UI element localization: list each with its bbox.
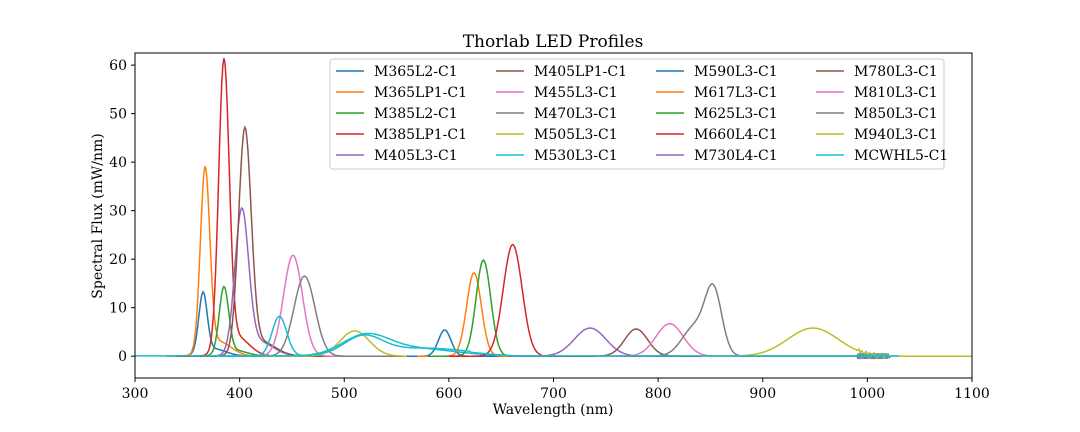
legend-entry-m617l3-c1: M617L3-C1 bbox=[656, 85, 778, 101]
legend-entry-m385l2-c1: M385L2-C1 bbox=[336, 106, 458, 122]
y-tick-label-0: 0 bbox=[118, 349, 127, 365]
legend-entry-m660l4-c1: M660L4-C1 bbox=[656, 127, 778, 143]
legend-label: M625L3-C1 bbox=[694, 106, 778, 122]
y-tick-label-30: 30 bbox=[109, 204, 127, 220]
legend: M365L2-C1 M365LP1-C1 M385L2-C1 M385LP1-C1 M4… bbox=[329, 58, 948, 170]
x-tick-label-700: 700 bbox=[540, 386, 567, 402]
x-tick-label-600: 600 bbox=[436, 386, 463, 402]
series-line-m617l3-c1 bbox=[417, 271, 889, 360]
x-tick-label-1000: 1000 bbox=[850, 386, 886, 402]
series-line-m780l3-c1 bbox=[574, 328, 889, 360]
x-tick-label-500: 500 bbox=[331, 386, 358, 402]
y-tick-label-20: 20 bbox=[109, 252, 127, 268]
legend-label: M405L3-C1 bbox=[374, 148, 458, 164]
legend-entry-m505l3-c1: M505L3-C1 bbox=[496, 127, 618, 143]
legend-label: M810L3-C1 bbox=[854, 85, 938, 101]
y-tick-label-50: 50 bbox=[109, 107, 127, 123]
series-line-m405l3-c1 bbox=[187, 206, 889, 360]
y-tick-label-60: 60 bbox=[109, 58, 127, 74]
legend-label: M730L4-C1 bbox=[694, 148, 778, 164]
x-tick-label-1100: 1100 bbox=[954, 386, 990, 402]
legend-label: M617L3-C1 bbox=[694, 85, 778, 101]
legend-label: M365L2-C1 bbox=[374, 64, 458, 80]
x-axis-label: Wavelength (nm) bbox=[493, 402, 614, 418]
legend-label: M850L3-C1 bbox=[854, 106, 938, 122]
series-line-m365lp1-c1 bbox=[166, 166, 868, 360]
chart-title: Thorlab LED Profiles bbox=[463, 32, 644, 52]
legend-label: M530L3-C1 bbox=[534, 148, 618, 164]
y-tick-label-10: 10 bbox=[109, 301, 127, 317]
legend-entry-m365l2-c1: M365L2-C1 bbox=[336, 64, 458, 80]
x-tick-label-800: 800 bbox=[645, 386, 672, 402]
x-tick-label-400: 400 bbox=[226, 386, 253, 402]
legend-entry-m530l3-c1: M530L3-C1 bbox=[496, 148, 618, 164]
legend-box bbox=[329, 58, 945, 170]
legend-entry-m405lp1-c1: M405LP1-C1 bbox=[496, 64, 627, 80]
legend-label: M505L3-C1 bbox=[534, 127, 618, 143]
series-line-m385l2-c1 bbox=[176, 285, 868, 360]
series-lines bbox=[135, 58, 972, 360]
y-axis-label: Spectral Flux (mW/nm) bbox=[90, 133, 106, 298]
series-line-m455l3-c1 bbox=[218, 254, 889, 360]
legend-label: M385L2-C1 bbox=[374, 106, 458, 122]
legend-entry-m850l3-c1: M850L3-C1 bbox=[816, 106, 938, 122]
legend-label: MCWHL5-C1 bbox=[854, 148, 948, 164]
legend-entry-m470l3-c1: M470L3-C1 bbox=[496, 106, 618, 122]
legend-entry-m385lp1-c1: M385LP1-C1 bbox=[336, 127, 467, 143]
legend-entry-m940l3-c1: M940L3-C1 bbox=[816, 127, 938, 143]
plot-area bbox=[134, 52, 973, 379]
legend-entry-m730l4-c1: M730L4-C1 bbox=[656, 148, 778, 164]
legend-entry-m405l3-c1: M405L3-C1 bbox=[336, 148, 458, 164]
series-line-m810l3-c1 bbox=[595, 322, 890, 360]
legend-entry-m810l3-c1: M810L3-C1 bbox=[816, 85, 938, 101]
y-axis: 0 10 20 30 40 50 60 bbox=[109, 58, 135, 365]
legend-label: M590L3-C1 bbox=[694, 64, 778, 80]
legend-label: M405LP1-C1 bbox=[534, 64, 627, 80]
x-tick-label-900: 900 bbox=[749, 386, 776, 402]
series-line-m940l3-c1 bbox=[700, 327, 972, 359]
series-line-mcwhl5-c1 bbox=[135, 334, 899, 360]
x-axis: 300 400 500 600 700 800 900 1000 1100 bbox=[122, 378, 990, 402]
series-line-m625l3-c1 bbox=[427, 259, 889, 360]
series-line-m660l4-c1 bbox=[448, 243, 889, 360]
y-tick-label-40: 40 bbox=[109, 155, 127, 171]
series-line-m530l3-c1 bbox=[218, 315, 890, 360]
legend-label: M660L4-C1 bbox=[694, 127, 778, 143]
legend-label: M455L3-C1 bbox=[534, 85, 618, 101]
legend-entry-m780l3-c1: M780L3-C1 bbox=[816, 64, 938, 80]
legend-entry-m625l3-c1: M625L3-C1 bbox=[656, 106, 778, 122]
legend-label: M470L3-C1 bbox=[534, 106, 618, 122]
legend-label: M385LP1-C1 bbox=[374, 127, 467, 143]
legend-label: M940L3-C1 bbox=[854, 127, 938, 143]
legend-entry-m590l3-c1: M590L3-C1 bbox=[656, 64, 778, 80]
x-tick-label-300: 300 bbox=[122, 386, 149, 402]
series-line-m470l3-c1 bbox=[218, 275, 889, 360]
legend-entry-m365lp1-c1: M365LP1-C1 bbox=[336, 85, 467, 101]
legend-entry-mcwhl5-c1: MCWHL5-C1 bbox=[816, 148, 948, 164]
legend-label: M780L3-C1 bbox=[854, 64, 938, 80]
legend-label: M365LP1-C1 bbox=[374, 85, 467, 101]
legend-entry-m455l3-c1: M455L3-C1 bbox=[496, 85, 618, 101]
